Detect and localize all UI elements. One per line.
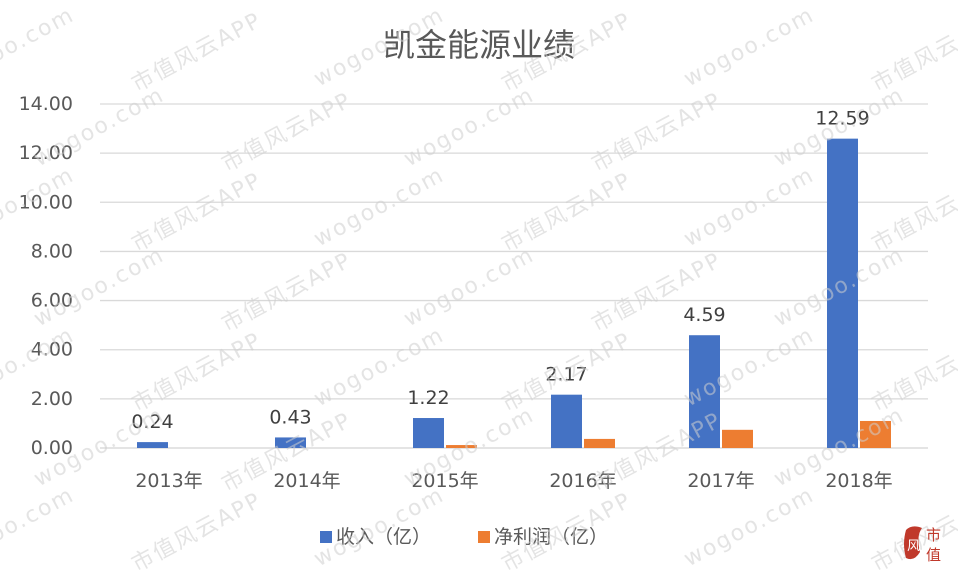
data-label: 12.59	[815, 108, 869, 130]
bar-revenue	[689, 335, 720, 448]
bar-net-profit	[860, 420, 891, 448]
x-axis: 2013年 2014年 2015年 2016年 2017年 2018年	[100, 447, 928, 492]
y-tick-label: 8.00	[31, 240, 73, 262]
y-tick-label: 12.00	[19, 142, 73, 164]
x-tick-label: 2016年	[549, 470, 616, 492]
legend-label: 收入（亿）	[336, 526, 431, 548]
bars	[137, 138, 891, 448]
x-tick-label: 2017年	[687, 470, 754, 492]
bar-revenue	[551, 394, 582, 448]
badge-char-shi: 市	[926, 526, 941, 544]
y-axis: 14.00 12.00 10.00 8.00 6.00 4.00 2.00 0.00	[19, 93, 73, 459]
y-tick-label: 0.00	[31, 437, 73, 459]
bar-revenue	[137, 442, 168, 448]
y-tick-label: 4.00	[31, 339, 73, 361]
chart-title: 凯金能源业绩	[383, 26, 575, 64]
badge-char-zhi: 值	[926, 546, 941, 564]
data-label: 0.43	[269, 406, 311, 428]
x-tick-label: 2014年	[273, 470, 340, 492]
legend: 收入（亿） 净利润（亿）	[320, 526, 608, 548]
wogoo-logo-badge: 风 市 值	[904, 526, 941, 564]
data-labels: 0.24 0.43 1.22 2.17 4.59 12.59	[131, 108, 869, 433]
bar-net-profit	[584, 438, 615, 448]
x-tick-label: 2015年	[411, 470, 478, 492]
y-tick-label: 14.00	[19, 93, 73, 115]
data-label: 4.59	[683, 304, 725, 326]
legend-swatch	[478, 531, 490, 543]
bar-revenue	[827, 138, 858, 448]
legend-swatch	[320, 531, 332, 543]
data-label: 0.24	[131, 411, 173, 433]
bar-revenue	[413, 418, 444, 448]
x-tick-label: 2018年	[825, 470, 892, 492]
data-label: 2.17	[545, 364, 587, 386]
bar-revenue	[275, 437, 306, 448]
y-tick-label: 6.00	[31, 290, 73, 312]
gridlines	[100, 103, 928, 449]
y-tick-label: 10.00	[19, 191, 73, 213]
legend-label: 净利润（亿）	[494, 526, 608, 548]
badge-char-feng: 风	[907, 539, 920, 554]
data-label: 1.22	[407, 387, 449, 409]
bar-net-profit	[722, 429, 753, 448]
y-tick-label: 2.00	[31, 388, 73, 410]
x-tick-label: 2013年	[135, 470, 202, 492]
bar-net-profit	[446, 445, 477, 448]
